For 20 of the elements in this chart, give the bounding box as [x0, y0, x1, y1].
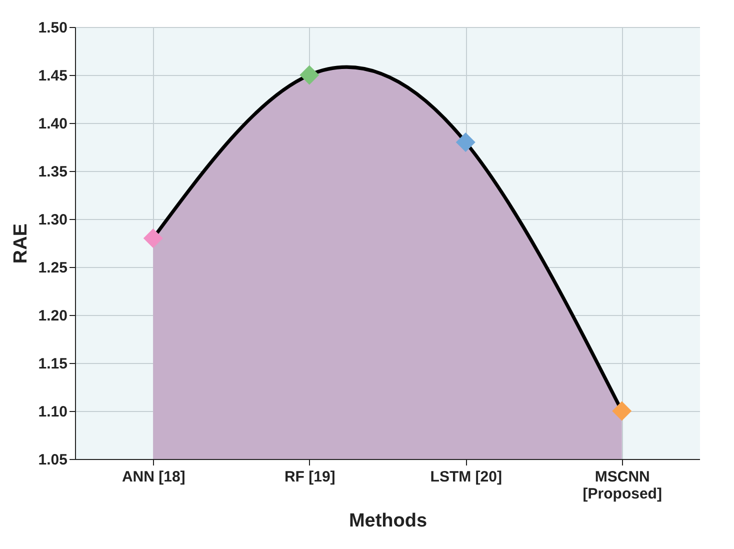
- x-tick-label: RF [19]: [284, 468, 336, 486]
- y-tick-label: 1.30: [38, 212, 68, 228]
- y-tick-label: 1.45: [38, 68, 68, 84]
- y-tick-label: 1.25: [38, 260, 68, 276]
- x-tick-label: MSCNN [Proposed]: [582, 468, 662, 502]
- y-tick-label: 1.20: [38, 308, 68, 324]
- x-tick-label: LSTM [20]: [430, 468, 502, 486]
- x-axis-title: Methods: [348, 510, 428, 532]
- point: [300, 65, 320, 85]
- y-tick-label: 1.05: [38, 452, 68, 468]
- y-tick-label: 1.50: [38, 20, 68, 36]
- y-tick-label: 1.35: [38, 164, 68, 180]
- point: [143, 228, 163, 248]
- point: [612, 401, 632, 421]
- x-tick-label: ANN [18]: [122, 468, 186, 486]
- y-tick-label: 1.15: [38, 356, 68, 372]
- y-tick-label: 1.40: [38, 116, 68, 132]
- y-tick-label: 1.10: [38, 404, 68, 420]
- point: [456, 132, 476, 152]
- y-axis-title: RAE: [10, 223, 32, 264]
